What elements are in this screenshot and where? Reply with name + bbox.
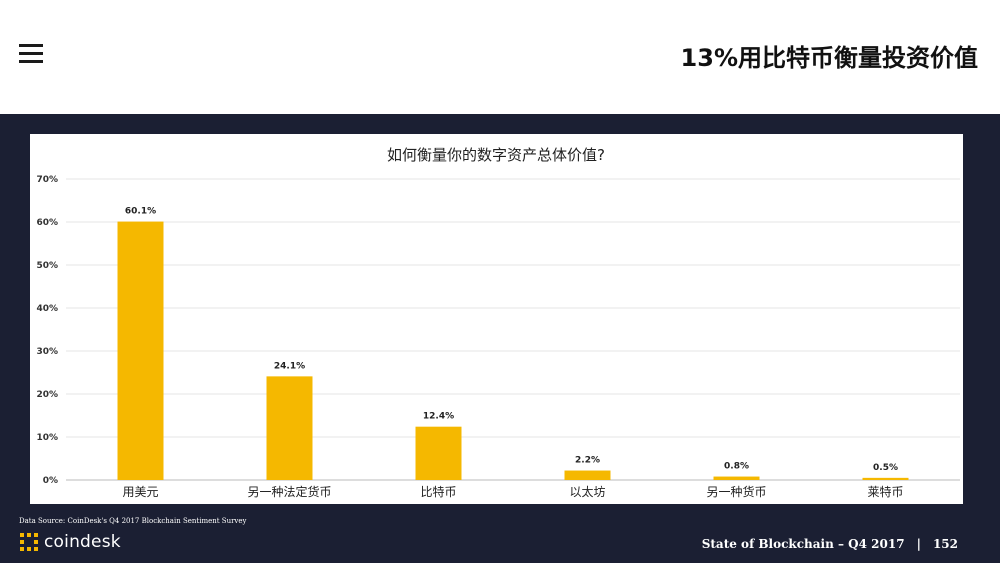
x-tick-label: 另一种货币: [706, 484, 766, 499]
bar-value-labels: 60.1% 24.1% 12.4% 2.2% 0.8% 0.5%: [125, 207, 898, 473]
y-tick-label: 40%: [36, 304, 58, 314]
y-tick-label: 0%: [43, 476, 58, 486]
page-number: 152: [932, 537, 958, 551]
bar-value-label: 60.1%: [125, 207, 156, 217]
bar: [862, 477, 909, 480]
y-tick-label: 70%: [36, 175, 58, 185]
y-tick-label: 30%: [36, 347, 58, 357]
data-source-note: Data Source: CoinDesk's Q4 2017 Blockcha…: [19, 517, 247, 525]
menu-bar-top: [19, 44, 43, 47]
chart-panel: 如何衡量你的数字资产总体价值? 0% 10% 20% 30% 40% 50% 60% 70% …: [30, 134, 963, 504]
bar-value-label: 2.2%: [575, 456, 600, 466]
x-tick-label: 比特币: [420, 484, 456, 499]
y-tick-label: 50%: [36, 261, 58, 271]
hamburger-menu-icon[interactable]: [19, 44, 43, 64]
y-tick-label: 60%: [36, 218, 58, 228]
footer-report-info: State of Blockchain – Q4 2017 | 152: [702, 537, 958, 551]
bar: [266, 376, 313, 480]
bar-chart: 如何衡量你的数字资产总体价值? 0%10%20%30%40%50%60%70% …: [36, 146, 960, 499]
x-tick-label: 以太坊: [569, 484, 605, 499]
bar: [415, 426, 462, 480]
x-tick-label: 用美元: [122, 485, 158, 499]
bar: [713, 476, 760, 480]
y-tick-label: 20%: [36, 390, 58, 400]
x-tick-label: 莱特币: [867, 484, 903, 499]
slide-header: 13%用比特币衡量投资价值: [0, 0, 1000, 114]
coindesk-logo: coindesk: [19, 531, 121, 553]
slide-title: 13%用比特币衡量投资价值: [680, 44, 978, 72]
bar-value-label: 0.8%: [724, 462, 749, 472]
y-tick-label: 10%: [36, 433, 58, 443]
menu-bar-bottom: [19, 60, 43, 63]
bar-value-label: 0.5%: [873, 463, 898, 473]
footer-separator: |: [916, 537, 921, 551]
bars: [117, 221, 909, 480]
menu-bar-middle: [19, 52, 43, 55]
bar: [117, 221, 164, 480]
coindesk-wordmark: coindesk: [44, 532, 121, 552]
coindesk-logo-icon: [20, 533, 38, 551]
x-axis-category-labels: 用美元 另一种法定货币 比特币 以太坊 另一种货币 莱特币: [122, 484, 903, 499]
grid-lines: [66, 178, 960, 481]
y-axis-tick-labels: 0% 10% 20% 30% 40% 50% 60% 70%: [36, 175, 58, 486]
x-tick-label: 另一种法定货币: [247, 484, 331, 499]
bar-value-label: 24.1%: [274, 361, 305, 371]
bar-value-label: 12.4%: [423, 412, 454, 422]
report-title: State of Blockchain – Q4 2017: [701, 537, 905, 551]
chart-title: 如何衡量你的数字资产总体价值?: [387, 146, 605, 164]
bar: [564, 470, 611, 480]
